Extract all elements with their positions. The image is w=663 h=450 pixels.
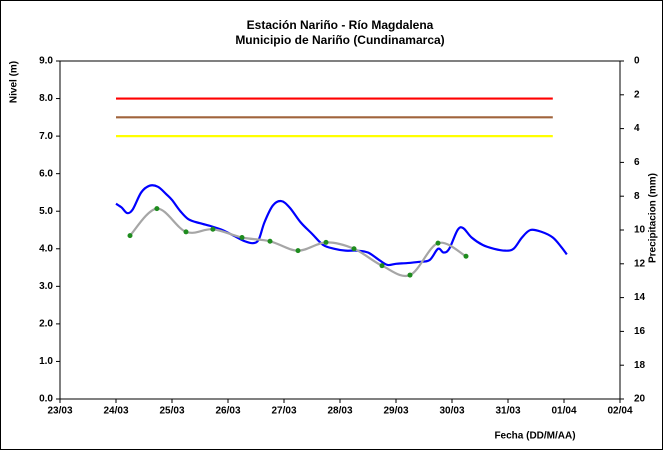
y-tick-label: 0.0 bbox=[39, 394, 53, 405]
x-tick-label: 02/04 bbox=[607, 406, 632, 417]
chart-title: Estación Nariño - Río Magdalena bbox=[247, 18, 434, 32]
marker bbox=[154, 206, 160, 212]
marker bbox=[267, 238, 273, 244]
marker bbox=[323, 239, 329, 245]
x-tick-label: 26/03 bbox=[215, 406, 240, 417]
y-tick-label: 5.0 bbox=[39, 206, 53, 217]
x-tick-label: 31/03 bbox=[495, 406, 520, 417]
y2-tick-label: 16 bbox=[634, 326, 646, 337]
y2-tick-label: 10 bbox=[634, 225, 646, 236]
chart-subtitle: Municipio de Nariño (Cundinamarca) bbox=[235, 33, 444, 47]
marker bbox=[239, 235, 245, 241]
y-axis-label: Nivel (m) bbox=[9, 61, 20, 103]
line bbox=[115, 184, 568, 267]
x-tick-label: 01/04 bbox=[551, 406, 576, 417]
y2-tick-label: 14 bbox=[634, 292, 646, 303]
x-tick-label: 23/03 bbox=[47, 406, 72, 417]
marker bbox=[435, 240, 441, 246]
y2-tick-label: 20 bbox=[634, 394, 646, 405]
y2-tick-label: 8 bbox=[634, 191, 640, 202]
y2-tick-label: 18 bbox=[634, 360, 646, 371]
y-tick-label: 3.0 bbox=[39, 281, 53, 292]
y2-tick-label: 4 bbox=[634, 123, 640, 134]
x-axis-label: Fecha (DD/M/AA) bbox=[494, 431, 575, 442]
x-tick-label: 24/03 bbox=[103, 406, 128, 417]
marker bbox=[210, 226, 216, 232]
marker bbox=[183, 229, 189, 235]
x-tick-label: 25/03 bbox=[159, 406, 184, 417]
marker bbox=[295, 248, 301, 254]
x-tick-label: 27/03 bbox=[271, 406, 296, 417]
x-tick-label: 28/03 bbox=[327, 406, 352, 417]
y2-tick-label: 2 bbox=[634, 89, 640, 100]
y2-tick-label: 0 bbox=[634, 56, 640, 67]
y-tick-label: 9.0 bbox=[39, 56, 53, 67]
marker bbox=[463, 253, 469, 259]
y2-tick-label: 12 bbox=[634, 258, 646, 269]
y2-tick-label: 6 bbox=[634, 157, 640, 168]
y-tick-label: 1.0 bbox=[39, 356, 53, 367]
y-tick-label: 7.0 bbox=[39, 131, 53, 142]
marker bbox=[379, 263, 385, 269]
x-tick-label: 30/03 bbox=[439, 406, 464, 417]
y-tick-label: 6.0 bbox=[39, 168, 53, 179]
x-tick-label: 29/03 bbox=[383, 406, 408, 417]
marker bbox=[407, 272, 413, 278]
marker bbox=[351, 246, 357, 252]
marker bbox=[127, 233, 133, 239]
y-tick-label: 8.0 bbox=[39, 93, 53, 104]
y-tick-label: 4.0 bbox=[39, 243, 53, 254]
y-tick-label: 2.0 bbox=[39, 319, 53, 330]
y2-axis-label: Precipitacion (mm) bbox=[648, 173, 659, 263]
